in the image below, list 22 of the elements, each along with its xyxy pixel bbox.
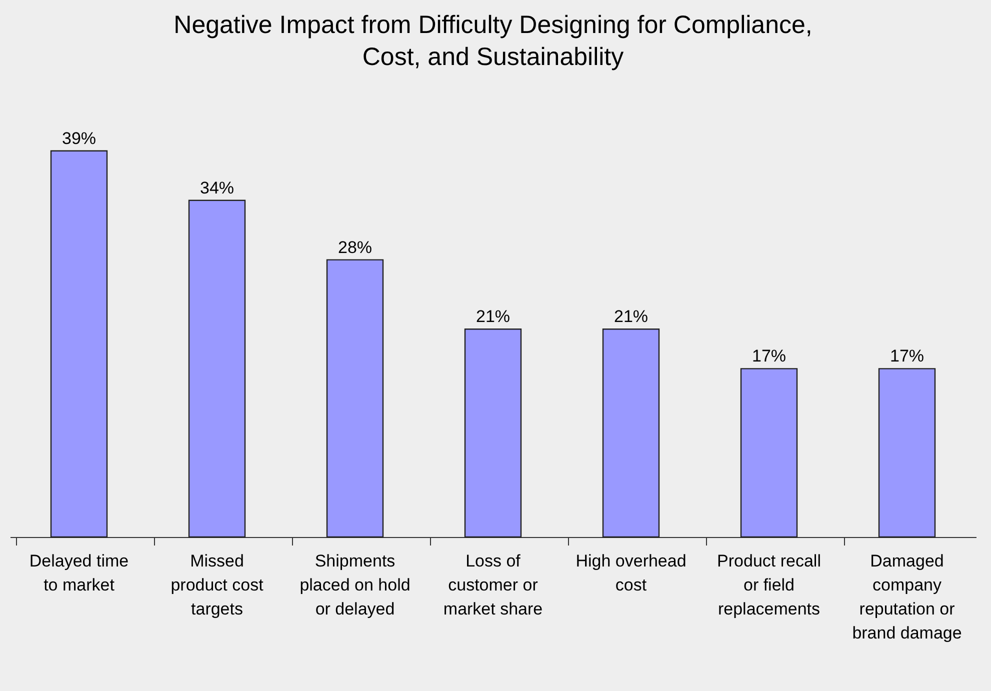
chart-title: Negative Impact from Difficulty Designing for Compliance, Cost, and Sustainability [174,10,812,71]
bar [326,259,384,538]
bar [464,328,522,538]
x-tick-label: Shipments placed on hold or delayed [300,552,410,618]
bar [50,150,108,538]
bar [740,368,798,538]
data-label: 34% [200,178,234,198]
data-label: 21% [614,307,648,326]
x-tick-label: High overhead cost [576,552,686,594]
data-label: 28% [338,238,372,257]
data-label: 17% [890,346,924,366]
x-tick-label: Loss of customer or market share [443,552,543,618]
data-label: 39% [62,128,96,148]
x-tick-label: Damaged company reputation or brand damage [852,552,962,642]
x-tick-label: Delayed time to market [29,552,129,594]
x-tick-label: Product recall or field replacements [717,552,821,618]
data-label: 17% [752,346,786,366]
x-tick-label: Missed product cost targets [170,552,264,618]
data-label: 21% [476,307,510,326]
bar [188,200,246,538]
bar [602,328,660,538]
bar [878,368,936,538]
